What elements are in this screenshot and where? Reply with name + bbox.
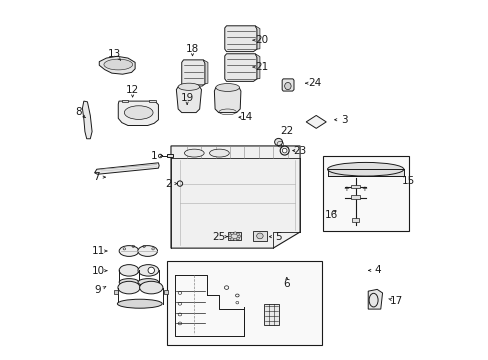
- Text: 10: 10: [91, 266, 104, 276]
- Ellipse shape: [327, 162, 403, 176]
- Polygon shape: [94, 163, 159, 174]
- Text: +: +: [361, 186, 367, 192]
- Polygon shape: [282, 79, 293, 91]
- Ellipse shape: [282, 148, 286, 153]
- Polygon shape: [176, 87, 201, 113]
- Text: 24: 24: [307, 78, 321, 88]
- Ellipse shape: [215, 84, 239, 91]
- Text: 20: 20: [255, 35, 268, 45]
- Ellipse shape: [228, 236, 231, 239]
- Text: 16: 16: [324, 210, 337, 220]
- Polygon shape: [224, 54, 257, 81]
- Text: 23: 23: [293, 145, 306, 156]
- Ellipse shape: [138, 246, 157, 256]
- Polygon shape: [351, 219, 359, 222]
- Bar: [323, 156, 408, 231]
- Polygon shape: [228, 232, 241, 240]
- Ellipse shape: [119, 265, 139, 276]
- Text: 7: 7: [93, 172, 99, 182]
- Polygon shape: [149, 100, 155, 102]
- Ellipse shape: [138, 265, 159, 276]
- Ellipse shape: [237, 235, 240, 238]
- Ellipse shape: [280, 146, 288, 155]
- Polygon shape: [122, 100, 128, 102]
- Text: +: +: [343, 186, 349, 192]
- Text: 14: 14: [239, 112, 252, 122]
- Ellipse shape: [230, 232, 233, 235]
- Ellipse shape: [228, 234, 231, 237]
- Polygon shape: [203, 60, 207, 84]
- Text: 12: 12: [126, 85, 139, 95]
- Polygon shape: [264, 304, 278, 325]
- Polygon shape: [113, 291, 118, 294]
- Text: 19: 19: [180, 93, 193, 103]
- Polygon shape: [327, 169, 403, 176]
- Polygon shape: [224, 26, 257, 51]
- Polygon shape: [166, 154, 172, 157]
- Ellipse shape: [284, 82, 290, 90]
- Ellipse shape: [119, 279, 139, 286]
- Text: 1: 1: [150, 150, 157, 161]
- Ellipse shape: [117, 299, 162, 308]
- Polygon shape: [350, 185, 360, 188]
- Ellipse shape: [104, 59, 132, 70]
- Ellipse shape: [184, 149, 203, 157]
- Ellipse shape: [233, 232, 236, 234]
- Polygon shape: [305, 116, 325, 129]
- Polygon shape: [255, 26, 260, 49]
- Ellipse shape: [138, 279, 159, 286]
- Polygon shape: [182, 60, 204, 86]
- Ellipse shape: [236, 233, 239, 235]
- Ellipse shape: [209, 149, 229, 157]
- Text: 9: 9: [95, 285, 102, 296]
- Polygon shape: [118, 101, 158, 126]
- Text: 13: 13: [108, 49, 121, 59]
- Ellipse shape: [118, 281, 140, 294]
- Ellipse shape: [368, 293, 377, 307]
- Polygon shape: [253, 231, 266, 241]
- Ellipse shape: [256, 233, 263, 239]
- Polygon shape: [367, 289, 382, 309]
- Polygon shape: [82, 101, 92, 139]
- Text: 6: 6: [283, 279, 289, 289]
- Ellipse shape: [148, 267, 154, 274]
- Text: 8: 8: [75, 107, 82, 117]
- Text: 4: 4: [374, 265, 381, 275]
- Text: 3: 3: [340, 115, 347, 125]
- Ellipse shape: [236, 237, 239, 240]
- Text: 2: 2: [164, 179, 171, 189]
- Text: 22: 22: [280, 126, 293, 135]
- Text: 21: 21: [255, 62, 268, 72]
- Polygon shape: [171, 146, 300, 248]
- Text: 15: 15: [401, 176, 414, 186]
- Ellipse shape: [233, 238, 236, 241]
- Polygon shape: [255, 54, 260, 79]
- Text: 17: 17: [389, 296, 403, 306]
- Text: 18: 18: [185, 44, 199, 54]
- Ellipse shape: [274, 138, 282, 145]
- Ellipse shape: [178, 83, 199, 90]
- Ellipse shape: [230, 238, 233, 240]
- Polygon shape: [214, 87, 241, 113]
- Ellipse shape: [119, 246, 139, 256]
- Text: 11: 11: [91, 246, 104, 256]
- Bar: [167, 261, 321, 345]
- Polygon shape: [99, 56, 135, 74]
- Polygon shape: [163, 291, 168, 294]
- Ellipse shape: [124, 106, 153, 120]
- Polygon shape: [350, 195, 360, 199]
- Text: 5: 5: [275, 232, 282, 242]
- Ellipse shape: [139, 281, 163, 294]
- Text: 25: 25: [212, 232, 225, 242]
